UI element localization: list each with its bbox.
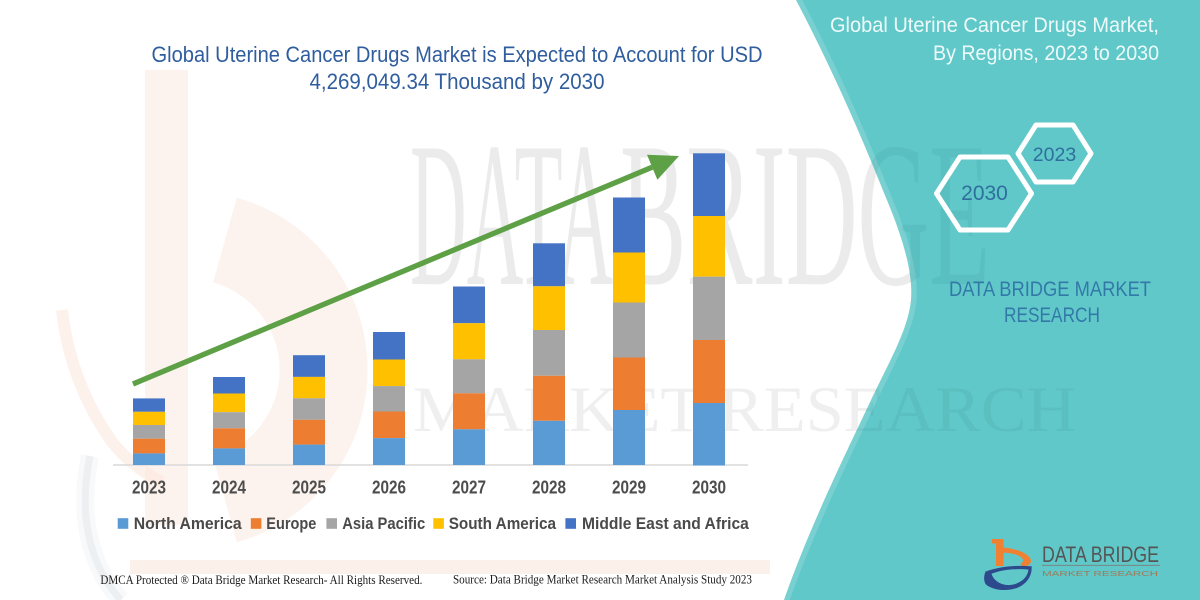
svg-text:DATA BRIDGE: DATA BRIDGE <box>1042 542 1159 567</box>
svg-text:2024: 2024 <box>212 478 246 498</box>
svg-text:Asia Pacific: Asia Pacific <box>342 515 425 533</box>
svg-text:By Regions, 2023 to 2030: By Regions, 2023 to 2030 <box>933 41 1159 65</box>
svg-text:2028: 2028 <box>532 478 566 498</box>
svg-text:Global Uterine Cancer Drugs Ma: Global Uterine Cancer Drugs Market is Ex… <box>152 42 763 67</box>
svg-text:2030: 2030 <box>961 182 1008 205</box>
svg-text:North America: North America <box>134 515 243 533</box>
svg-text:2029: 2029 <box>612 478 646 498</box>
svg-text:2023: 2023 <box>1033 144 1076 166</box>
svg-text:DMCA Protected ® Data Bridge M: DMCA Protected ® Data Bridge Market Rese… <box>100 572 422 587</box>
svg-text:2030: 2030 <box>692 478 726 498</box>
svg-text:South America: South America <box>449 515 557 533</box>
svg-text:Europe: Europe <box>266 515 316 533</box>
svg-text:DATA: DATA <box>410 100 613 329</box>
svg-text:DATA BRIDGE MARKET: DATA BRIDGE MARKET <box>949 277 1151 301</box>
svg-text:2023: 2023 <box>132 478 166 498</box>
svg-text:2025: 2025 <box>292 478 326 498</box>
svg-text:4,269,049.34 Thousand by 2030: 4,269,049.34 Thousand by 2030 <box>310 69 605 94</box>
svg-text:Source: Data Bridge Market Res: Source: Data Bridge Market Research Mark… <box>453 572 752 587</box>
svg-text:Middle East and Africa: Middle East and Africa <box>582 515 750 533</box>
svg-text:RESEARCH: RESEARCH <box>1004 303 1100 327</box>
svg-text:Global Uterine Cancer Drugs Ma: Global Uterine Cancer Drugs Market, <box>830 13 1159 37</box>
svg-text:2026: 2026 <box>372 478 406 498</box>
svg-text:2027: 2027 <box>452 478 486 498</box>
svg-text:MARKET RESEARCH: MARKET RESEARCH <box>1042 571 1158 578</box>
